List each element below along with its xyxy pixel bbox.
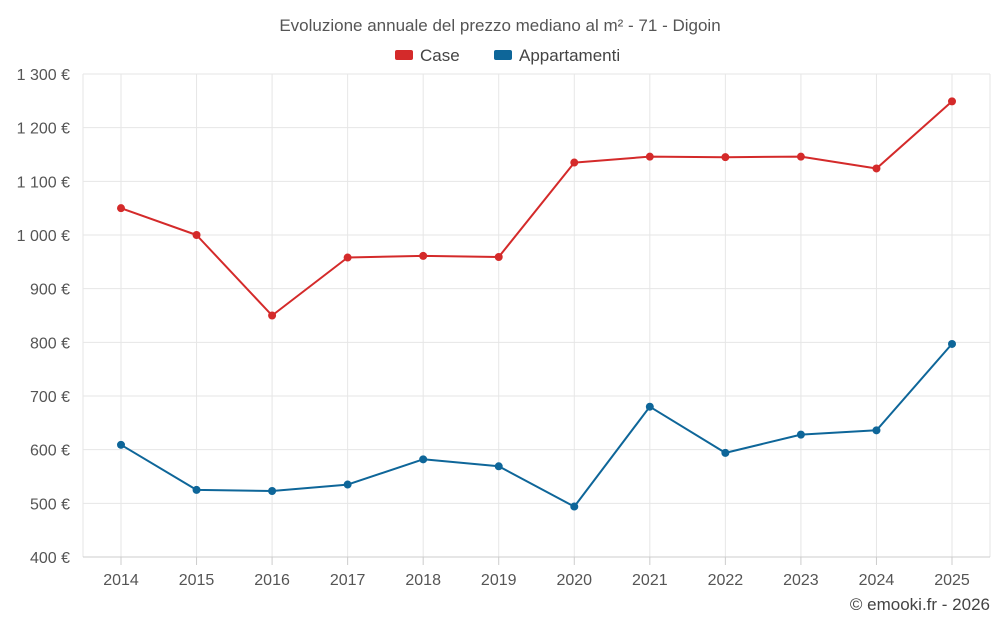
data-point	[872, 426, 881, 435]
x-tick-label: 2015	[179, 572, 215, 589]
y-tick-label: 400 €	[30, 550, 70, 567]
data-point	[948, 97, 956, 106]
x-tick-label: 2014	[103, 572, 139, 589]
x-tick-label: 2020	[556, 572, 592, 589]
data-point	[419, 251, 428, 260]
data-point	[948, 339, 956, 348]
data-point	[192, 231, 201, 239]
data-point	[192, 485, 201, 494]
data-point	[570, 502, 579, 511]
data-point	[117, 440, 125, 449]
y-tick-label: 1 200 €	[17, 121, 70, 138]
x-tick-label: 2016	[254, 572, 290, 589]
x-tick-label: 2023	[783, 572, 819, 589]
legend-swatch	[494, 50, 512, 60]
data-point	[645, 402, 654, 411]
series-line-appartamenti	[120, 343, 953, 508]
y-tick-label: 1 000 €	[17, 228, 70, 245]
x-tick-label: 2025	[934, 572, 970, 589]
credit-text: © emooki.fr - 2026	[850, 595, 990, 614]
x-tick-label: 2018	[405, 572, 441, 589]
y-tick-label: 700 €	[30, 389, 70, 406]
x-tick-label: 2021	[632, 572, 668, 589]
data-point	[570, 158, 579, 167]
data-point	[872, 164, 881, 173]
x-tick-label: 2019	[481, 572, 517, 589]
data-point	[343, 480, 352, 489]
x-tick-label: 2022	[708, 572, 744, 589]
y-axis: 400 € 500 € 600 € 700 € 800 € 900 € 1 000 € 1 1…	[17, 67, 70, 567]
data-point	[117, 204, 125, 213]
series-line-case	[120, 100, 953, 317]
legend-label: Appartamenti	[519, 46, 620, 65]
y-tick-label: 1 300 €	[17, 67, 70, 84]
y-tick-label: 600 €	[30, 443, 70, 460]
grid	[82, 73, 991, 558]
y-tick-label: 1 100 €	[17, 174, 70, 191]
data-point	[721, 448, 730, 457]
legend-label: Case	[420, 46, 460, 65]
data-point	[645, 152, 654, 161]
chart-title: Evoluzione annuale del prezzo mediano al…	[279, 16, 720, 35]
legend-swatch	[395, 50, 413, 60]
data-point	[796, 152, 805, 161]
data-point	[268, 311, 277, 320]
x-tick-label: 2017	[330, 572, 366, 589]
data-point	[721, 153, 730, 162]
x-tick-label: 2024	[859, 572, 895, 589]
y-tick-label: 900 €	[30, 282, 70, 299]
x-axis: 2014 2015 2016 2017 2018 2019 2020 2021 2022 2023…	[83, 556, 990, 589]
y-tick-label: 500 €	[30, 496, 70, 513]
series-layer	[117, 97, 956, 511]
data-point	[494, 253, 503, 262]
data-point	[796, 430, 805, 439]
data-point	[343, 253, 352, 262]
data-point	[494, 462, 503, 471]
data-point	[419, 455, 428, 464]
y-tick-label: 800 €	[30, 335, 70, 352]
legend: Case Appartamenti	[395, 46, 620, 65]
data-point	[268, 486, 277, 495]
